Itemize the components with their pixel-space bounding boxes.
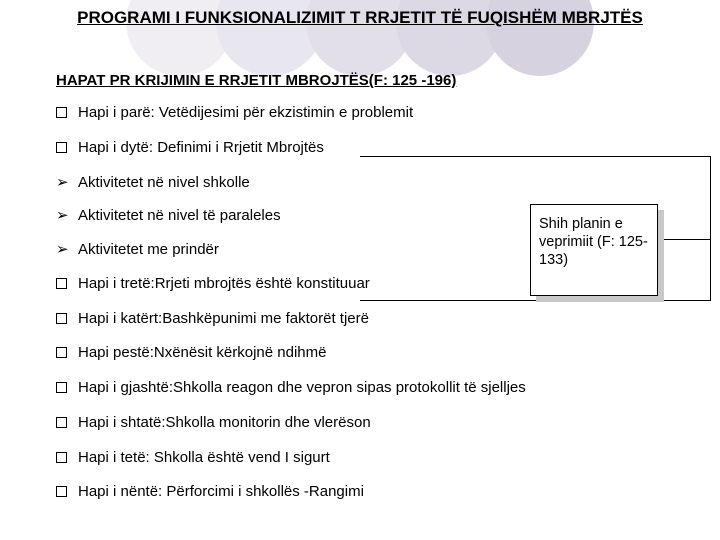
list-item: ➢ Aktivitetet në nivel shkolle: [56, 174, 686, 193]
square-bullet-icon: [56, 483, 78, 503]
list-item: Hapi i katërt:Bashkëpunimi me faktorët t…: [56, 310, 686, 330]
list-item: Hapi i tetë: Shkolla është vend I sigurt: [56, 449, 686, 469]
list-item-text: Aktivitetet në nivel të paraleles: [78, 207, 281, 226]
list-item: Hapi i nëntë: Përforcimi i shkollës -Ran…: [56, 483, 686, 503]
list-item-text: Hapi i nëntë: Përforcimi i shkollës -Ran…: [78, 483, 364, 502]
list-item-text: Hapi i parë: Vetëdijesimi për ekzistimin…: [78, 104, 413, 123]
connector-line: [660, 239, 710, 240]
arrow-bullet-icon: ➢: [56, 208, 78, 223]
square-bullet-icon: [56, 104, 78, 124]
callout: Shih planin e veprimiit (F: 125-133): [530, 204, 658, 296]
connector-line: [710, 156, 711, 301]
list-item-text: Hapi i gjashtë:Shkolla reagon dhe vepron…: [78, 379, 526, 398]
list-item-text: Hapi pestë:Nxënësit kërkojnë ndihmë: [78, 344, 326, 363]
slide-title: PROGRAMI I FUNKSIONALIZIMIT T RRJETIT TË…: [0, 8, 720, 28]
list-item-text: Hapi i tretë:Rrjeti mbrojtës është konst…: [78, 275, 370, 294]
square-bullet-icon: [56, 379, 78, 399]
list-item: Hapi pestë:Nxënësit kërkojnë ndihmë: [56, 344, 686, 364]
list-item: Hapi i parë: Vetëdijesimi për ekzistimin…: [56, 104, 686, 124]
square-icon: [56, 382, 67, 393]
slide: PROGRAMI I FUNKSIONALIZIMIT T RRJETIT TË…: [0, 0, 720, 540]
arrow-bullet-icon: ➢: [56, 175, 78, 190]
square-icon: [56, 486, 67, 497]
list-item-text: Hapi i tetë: Shkolla është vend I sigurt: [78, 449, 330, 468]
list-item: Hapi i shtatë:Shkolla monitorin dhe vler…: [56, 414, 686, 434]
connector-line: [360, 156, 710, 157]
square-bullet-icon: [56, 414, 78, 434]
slide-subtitle: HAPAT PR KRIJIMIN E RRJETIT MBROJTËS(F: …: [56, 72, 456, 89]
square-icon: [56, 107, 67, 118]
list-item: Hapi i gjashtë:Shkolla reagon dhe vepron…: [56, 379, 686, 399]
square-icon: [56, 347, 67, 358]
arrow-bullet-icon: ➢: [56, 242, 78, 257]
square-bullet-icon: [56, 449, 78, 469]
square-bullet-icon: [56, 139, 78, 159]
square-icon: [56, 417, 67, 428]
list-item-text: Aktivitetet në nivel shkolle: [78, 174, 250, 193]
list-item-text: Aktivitetet me prindër: [78, 241, 219, 260]
list-item-text: Hapi i dytë: Definimi i Rrjetit Mbrojtës: [78, 139, 324, 158]
square-icon: [56, 313, 67, 324]
callout-box: Shih planin e veprimiit (F: 125-133): [530, 204, 658, 296]
square-icon: [56, 452, 67, 463]
square-bullet-icon: [56, 310, 78, 330]
square-bullet-icon: [56, 344, 78, 364]
callout-text: Shih planin e veprimiit (F: 125-133): [539, 216, 648, 268]
square-icon: [56, 142, 67, 153]
list-item-text: Hapi i shtatë:Shkolla monitorin dhe vler…: [78, 414, 371, 433]
square-icon: [56, 278, 67, 289]
bullet-list: Hapi i parë: Vetëdijesimi për ekzistimin…: [56, 104, 686, 518]
list-item-text: Hapi i katërt:Bashkëpunimi me faktorët t…: [78, 310, 369, 329]
square-bullet-icon: [56, 275, 78, 295]
